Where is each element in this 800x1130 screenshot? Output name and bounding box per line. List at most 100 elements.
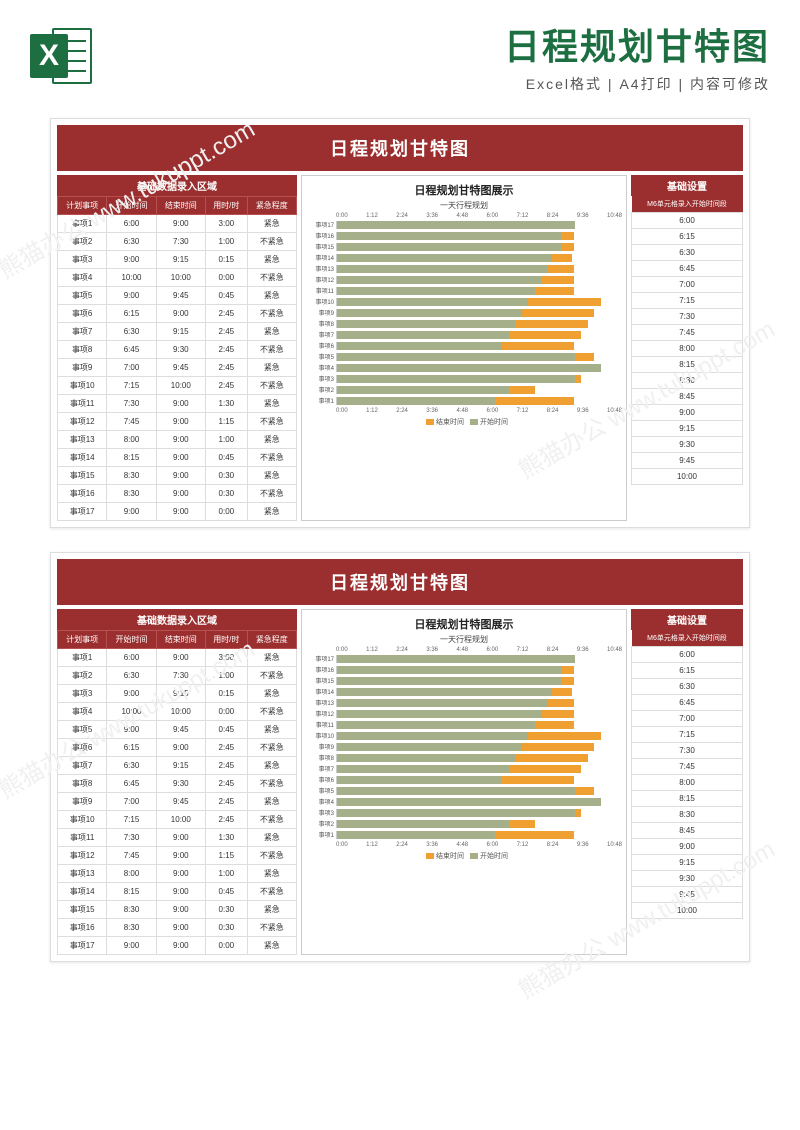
gantt-bar-row: 事项15 bbox=[306, 675, 622, 686]
page-header: X 日程规划甘特图 Excel格式 | A4打印 | 内容可修改 bbox=[0, 0, 800, 108]
gantt-bar-duration bbox=[552, 254, 572, 262]
table-row: 事项97:009:452:45紧急 bbox=[58, 359, 297, 377]
gantt-bar-row: 事项13 bbox=[306, 697, 622, 708]
settings-time-cell: 7:30 bbox=[632, 743, 743, 759]
gantt-bar-label: 事项16 bbox=[306, 231, 336, 240]
table-cell: 2:45 bbox=[205, 739, 247, 757]
table-cell: 0:45 bbox=[205, 449, 247, 467]
gantt-bar-duration bbox=[528, 732, 601, 740]
gantt-bar-duration bbox=[509, 386, 535, 394]
gantt-bar-row: 事项2 bbox=[306, 384, 622, 395]
gantt-bar-start bbox=[337, 721, 535, 729]
table-row: 事项127:459:001:15不紧急 bbox=[58, 847, 297, 865]
x-axis-bottom: 0:001:122:243:364:486:007:128:249:3610:4… bbox=[306, 842, 622, 848]
table-cell: 2:45 bbox=[205, 793, 247, 811]
x-axis-bottom: 0:001:122:243:364:486:007:128:249:3610:4… bbox=[306, 408, 622, 414]
table-cell: 事项14 bbox=[58, 883, 107, 901]
gantt-bar-row: 事项16 bbox=[306, 664, 622, 675]
table-cell: 9:00 bbox=[156, 901, 205, 919]
table-row: 事项107:1510:002:45不紧急 bbox=[58, 377, 297, 395]
settings-time-cell: 6:15 bbox=[632, 229, 743, 245]
gantt-bar-start bbox=[337, 276, 542, 284]
table-row: 事项138:009:001:00紧急 bbox=[58, 865, 297, 883]
table-cell: 3:00 bbox=[205, 215, 247, 233]
settings-subheader: M6单元格录入开始时间段 bbox=[632, 196, 743, 213]
gantt-bar-label: 事项4 bbox=[306, 363, 336, 372]
gantt-bar-start bbox=[337, 743, 522, 751]
settings-time-cell: 8:45 bbox=[632, 389, 743, 405]
table-cell: 紧急 bbox=[247, 287, 296, 305]
table-cell: 2:45 bbox=[205, 811, 247, 829]
gantt-bar-duration bbox=[548, 265, 574, 273]
table-row: 事项86:459:302:45不紧急 bbox=[58, 341, 297, 359]
settings-time-cell: 6:30 bbox=[632, 245, 743, 261]
settings-time-cell: 7:15 bbox=[632, 293, 743, 309]
table-cell: 事项6 bbox=[58, 739, 107, 757]
settings-table: M6单元格录入开始时间段6:006:156:306:457:007:157:30… bbox=[631, 630, 743, 919]
gantt-bar-duration bbox=[509, 765, 582, 773]
table-cell: 7:30 bbox=[156, 233, 205, 251]
gantt-bar-duration bbox=[509, 331, 582, 339]
gantt-bar-label: 事项10 bbox=[306, 731, 336, 740]
settings-time-cell: 7:00 bbox=[632, 277, 743, 293]
gantt-bar-duration bbox=[575, 809, 582, 817]
table-cell: 6:15 bbox=[107, 305, 156, 323]
settings-time-cell: 8:30 bbox=[632, 807, 743, 823]
gantt-bar-label: 事项2 bbox=[306, 819, 336, 828]
gantt-bar-row: 事项14 bbox=[306, 252, 622, 263]
table-cell: 事项15 bbox=[58, 467, 107, 485]
page-subtitle: Excel格式 | A4打印 | 内容可修改 bbox=[106, 74, 770, 94]
table-cell: 0:00 bbox=[205, 269, 247, 287]
table-cell: 紧急 bbox=[247, 251, 296, 269]
settings-time-cell: 7:30 bbox=[632, 309, 743, 325]
table-cell: 9:15 bbox=[156, 685, 205, 703]
table-row: 事项59:009:450:45紧急 bbox=[58, 287, 297, 305]
table-cell: 不紧急 bbox=[247, 233, 296, 251]
gantt-bar-row: 事项7 bbox=[306, 329, 622, 340]
gantt-bar-label: 事项8 bbox=[306, 319, 336, 328]
table-cell: 事项9 bbox=[58, 793, 107, 811]
table-cell: 事项4 bbox=[58, 703, 107, 721]
table-row: 事项410:0010:000:00不紧急 bbox=[58, 269, 297, 287]
table-cell: 事项14 bbox=[58, 449, 107, 467]
settings-time-cell: 6:15 bbox=[632, 663, 743, 679]
table-cell: 6:45 bbox=[107, 775, 156, 793]
table-row: 事项168:309:000:30不紧急 bbox=[58, 919, 297, 937]
table-cell: 9:00 bbox=[156, 503, 205, 521]
table-cell: 9:00 bbox=[156, 847, 205, 865]
gantt-bar-duration bbox=[502, 342, 575, 350]
gantt-bar-label: 事项11 bbox=[306, 720, 336, 729]
table-cell: 紧急 bbox=[247, 685, 296, 703]
table-cell: 9:00 bbox=[107, 251, 156, 269]
gantt-bar-start bbox=[337, 265, 548, 273]
table-row: 事项117:309:001:30紧急 bbox=[58, 829, 297, 847]
gantt-bar-duration bbox=[552, 688, 572, 696]
gantt-bar-start bbox=[337, 364, 601, 372]
table-cell: 事项12 bbox=[58, 413, 107, 431]
table-cell: 7:30 bbox=[107, 395, 156, 413]
gantt-bar-start bbox=[337, 688, 552, 696]
settings-time-cell: 10:00 bbox=[632, 903, 743, 919]
table-cell: 不紧急 bbox=[247, 667, 296, 685]
table-cell: 7:45 bbox=[107, 413, 156, 431]
table-cell: 6:30 bbox=[107, 323, 156, 341]
table-cell: 9:00 bbox=[107, 721, 156, 739]
table-cell: 紧急 bbox=[247, 359, 296, 377]
gantt-bar-duration bbox=[515, 754, 588, 762]
gantt-bar-start bbox=[337, 353, 575, 361]
table-row: 事项66:159:002:45不紧急 bbox=[58, 739, 297, 757]
gantt-bar-label: 事项5 bbox=[306, 786, 336, 795]
table-cell: 事项2 bbox=[58, 667, 107, 685]
settings-time-cell: 8:15 bbox=[632, 357, 743, 373]
gantt-bar-label: 事项10 bbox=[306, 297, 336, 306]
settings-table: M6单元格录入开始时间段6:006:156:306:457:007:157:30… bbox=[631, 196, 743, 485]
table-row: 事项59:009:450:45紧急 bbox=[58, 721, 297, 739]
settings-title: 基础设置 bbox=[631, 175, 743, 196]
gantt-bar-label: 事项8 bbox=[306, 753, 336, 762]
gantt-bar-row: 事项6 bbox=[306, 774, 622, 785]
table-cell: 6:00 bbox=[107, 649, 156, 667]
table-cell: 事项7 bbox=[58, 757, 107, 775]
gantt-bar-label: 事项11 bbox=[306, 286, 336, 295]
table-cell: 不紧急 bbox=[247, 739, 296, 757]
gantt-bar-start bbox=[337, 309, 522, 317]
